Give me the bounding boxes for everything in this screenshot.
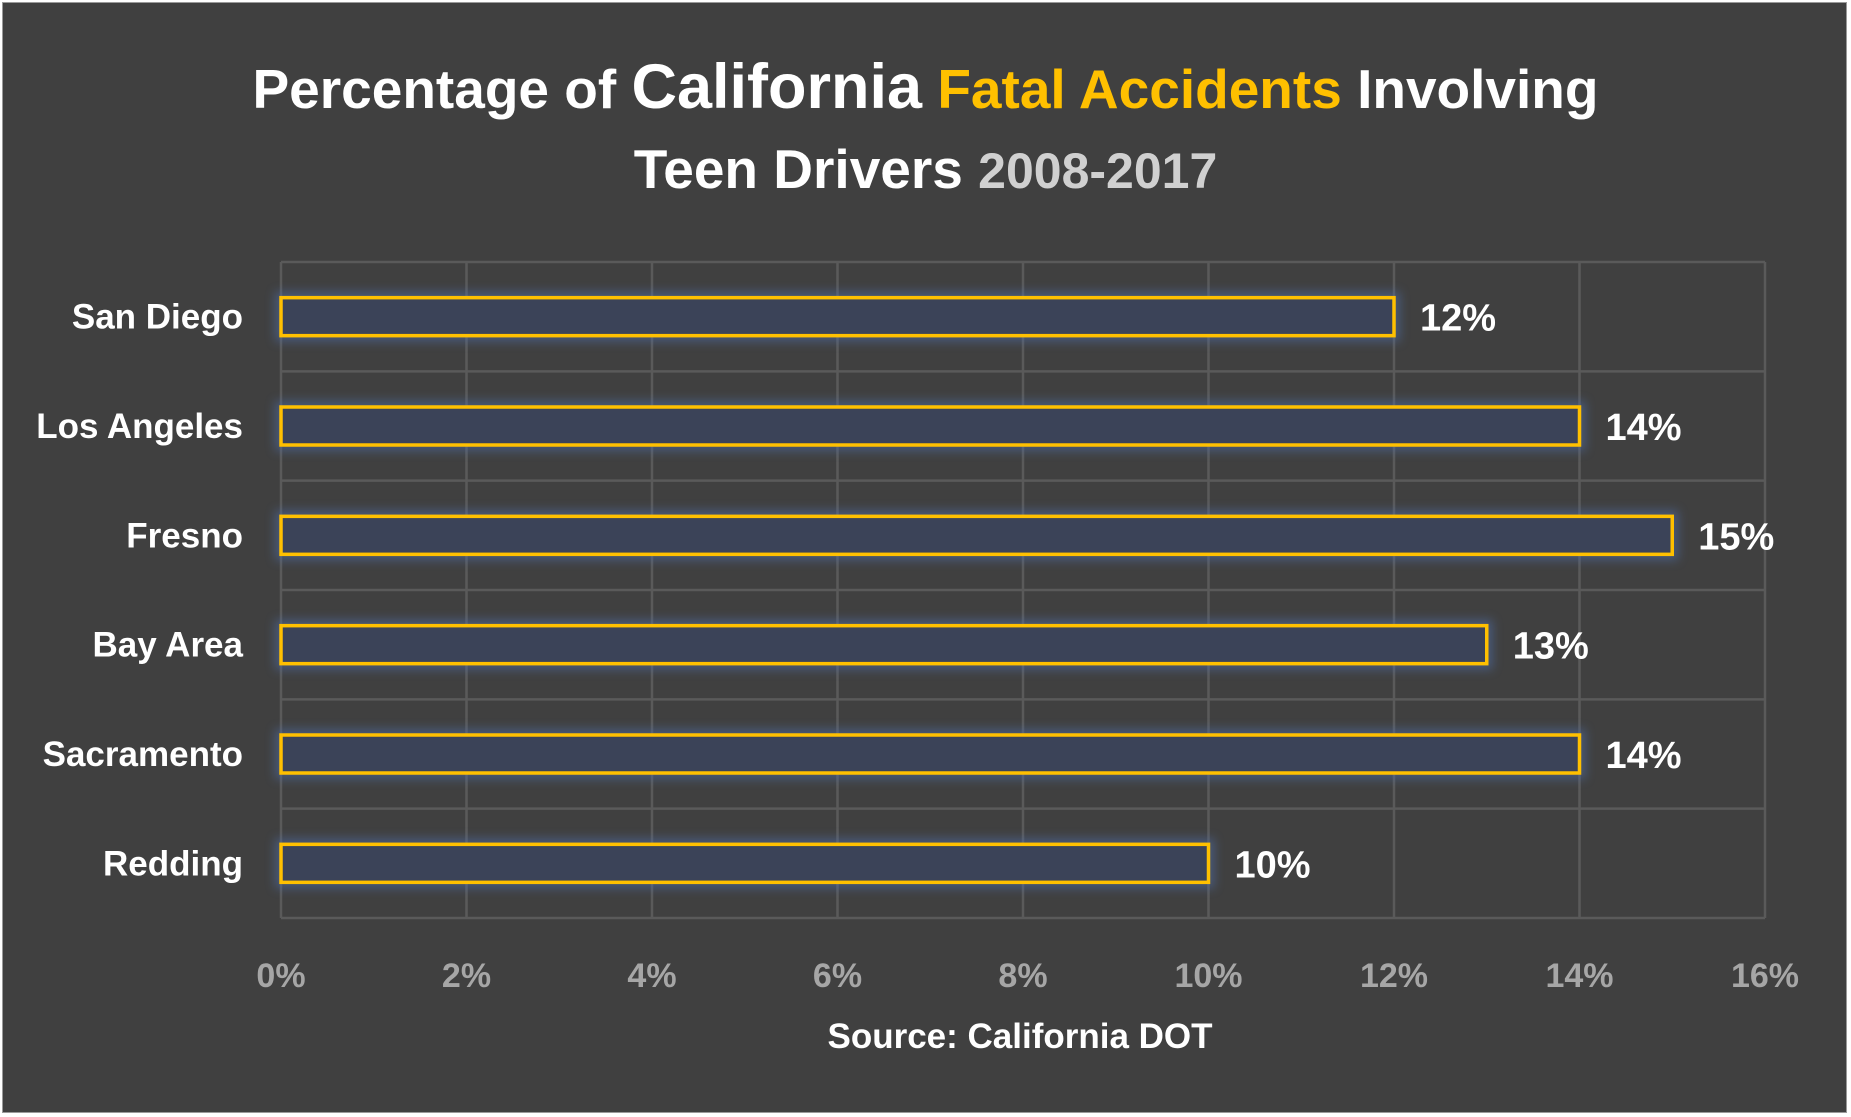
data-label: 15%	[1698, 516, 1774, 558]
x-tick-label: 12%	[1360, 957, 1428, 995]
data-label: 12%	[1420, 298, 1496, 340]
title-part-1: California	[631, 52, 923, 122]
x-tick-label: 8%	[998, 957, 1047, 995]
x-tick-label: 16%	[1731, 957, 1799, 995]
bar-fresno	[279, 514, 1674, 557]
category-label: Redding	[103, 844, 243, 883]
x-tick-label: 2%	[442, 957, 491, 995]
bars	[275, 291, 1679, 889]
title-part-0: Percentage of	[252, 58, 632, 120]
category-label: Los Angeles	[36, 407, 243, 446]
bar-sacramento	[279, 733, 1582, 775]
value-labels: 12% 14% 15% 13% 14% 10%	[1235, 298, 1775, 887]
category-labels: San Diego Los Angeles Fresno Bay Area Sacram…	[36, 298, 243, 884]
x-tick-label: 4%	[627, 957, 676, 995]
bar-san-diego	[279, 295, 1396, 338]
x-axis-label: Source: California DOT	[827, 1017, 1212, 1056]
x-tick-label: 0%	[256, 957, 305, 995]
category-label: Sacramento	[43, 735, 243, 774]
category-label: San Diego	[72, 298, 243, 337]
title-part-3: Fatal Accidents	[937, 58, 1342, 120]
bar-bay-area	[279, 623, 1489, 666]
data-label: 10%	[1235, 844, 1311, 886]
subtitle-part-2: 2008-2017	[978, 143, 1218, 199]
chart-title: Percentage of California Fatal Accidents…	[3, 51, 1848, 123]
x-tick-label: 10%	[1174, 957, 1242, 995]
data-label: 13%	[1513, 626, 1589, 668]
data-label: 14%	[1606, 735, 1682, 777]
bar-los-angeles	[279, 405, 1582, 447]
x-tick-labels: 0% 2% 4% 6% 8% 10% 12% 14% 16%	[256, 957, 1799, 995]
bar-redding	[279, 842, 1211, 885]
x-tick-label: 14%	[1545, 957, 1613, 995]
data-label: 14%	[1606, 407, 1682, 449]
gridlines	[279, 260, 1767, 920]
subtitle-part-0: Teen Drivers	[633, 138, 963, 200]
bar-chart-svg: San Diego Los Angeles Fresno Bay Area Sacram…	[36, 260, 1799, 1056]
title-part-4: Involving	[1341, 58, 1599, 120]
chart-subtitle: Teen Drivers 2008-2017	[3, 137, 1848, 201]
x-tick-label: 6%	[813, 957, 862, 995]
category-label: Bay Area	[93, 626, 244, 665]
category-label: Fresno	[126, 516, 243, 555]
